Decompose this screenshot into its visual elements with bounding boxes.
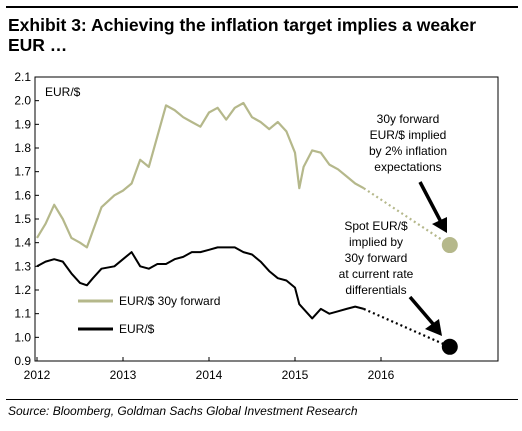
top-rule <box>6 6 518 8</box>
y-tick-label: 1.8 <box>14 141 31 155</box>
x-tick-label: 2015 <box>282 368 309 382</box>
arrow-forward-shaft <box>418 181 443 223</box>
y-tick-label: 1.2 <box>14 283 31 297</box>
y-tick-label: 1.9 <box>14 117 31 131</box>
y-tick-label: 1.5 <box>14 212 31 226</box>
legend-label-spot: EUR/$ <box>119 322 155 336</box>
x-tick-label: 2012 <box>24 368 51 382</box>
annotation-spot-line: at current rate <box>339 267 414 281</box>
y-tick-label: 1.4 <box>14 236 31 250</box>
y-tick-label: 1.6 <box>14 188 31 202</box>
arrow-spot-head <box>425 319 442 336</box>
x-tick-label: 2014 <box>196 368 223 382</box>
arrow-spot-shaft <box>408 295 436 327</box>
annotation-spot-line: Spot EUR/$ <box>344 219 408 233</box>
x-tick-label: 2013 <box>110 368 137 382</box>
legend-label-forward: EUR/$ 30y forward <box>119 294 220 308</box>
y-tick-label: 1.3 <box>14 259 31 273</box>
projection-spot-marker <box>441 338 458 355</box>
projection-forward-line <box>363 187 451 246</box>
annotation-forward-implied: 30y forward EUR/$ implied by 2% inflatio… <box>369 112 447 174</box>
annotation-spot-line: implied by <box>349 235 403 249</box>
exhibit-title: Exhibit 3: Achieving the inflation targe… <box>8 15 477 55</box>
y-tick-label: 1.0 <box>14 330 31 344</box>
x-tick-label: 2016 <box>368 368 395 382</box>
y-tick-label: 1.7 <box>14 165 31 179</box>
projection-spot-line <box>363 307 451 348</box>
y-tick-label: 2.0 <box>14 94 31 108</box>
annotation-spot-line: 30y forward <box>345 251 408 265</box>
projection-forward-marker <box>441 237 458 254</box>
annotation-forward-line: 30y forward <box>377 112 440 126</box>
annotation-forward-line: by 2% inflation <box>369 144 447 158</box>
source-note: Source: Bloomberg, Goldman Sachs Global … <box>8 404 358 418</box>
arrow-forward-head <box>432 217 447 233</box>
y-tick-label: 2.1 <box>14 70 31 84</box>
series-line-spot <box>36 246 365 320</box>
series-line-forward <box>36 101 365 249</box>
y-tick-label: 1.1 <box>14 307 31 321</box>
y-axis-label: EUR/$ <box>45 85 81 99</box>
annotation-spot-implied: Spot EUR/$ implied by 30y forward at cur… <box>339 219 414 297</box>
y-tick-label: 0.9 <box>14 354 31 368</box>
annotation-forward-line: EUR/$ implied <box>370 128 447 142</box>
annotation-spot-line: differentials <box>345 283 406 297</box>
annotation-forward-line: expectations <box>374 160 441 174</box>
bottom-rule <box>6 399 518 400</box>
